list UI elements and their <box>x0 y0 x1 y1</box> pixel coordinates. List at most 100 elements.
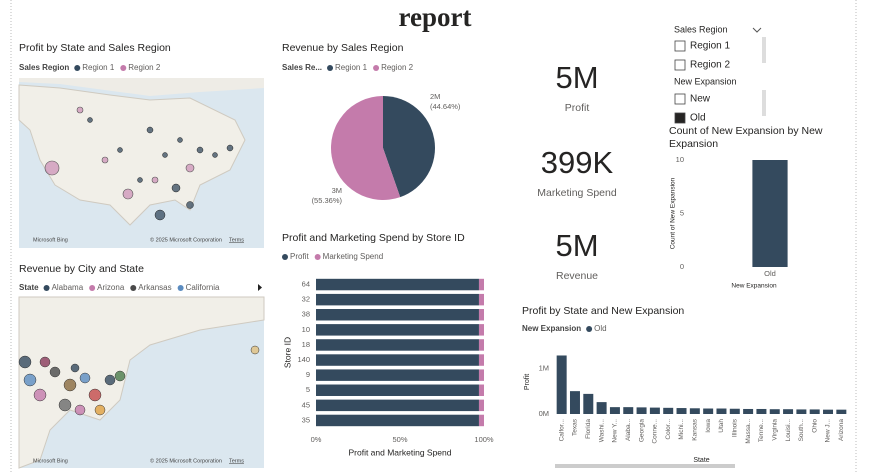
map-attribution: Microsoft Bing <box>33 237 68 243</box>
legend-label: Alabama <box>52 283 84 292</box>
map-terms: Terms <box>229 237 244 243</box>
legend-marker <box>43 285 50 291</box>
x-tick-label: Virginia <box>771 419 778 441</box>
scrollbar <box>555 464 735 468</box>
slicer-item[interactable]: New <box>690 94 711 105</box>
y-tick-label: 64 <box>302 280 310 289</box>
bar <box>716 408 727 414</box>
legend-label: Region 1 <box>82 63 115 72</box>
bar <box>609 407 620 414</box>
y-tick-label: 9 <box>306 370 310 379</box>
checkbox[interactable] <box>674 40 686 52</box>
bar <box>623 407 634 414</box>
card-label: Revenue <box>556 270 598 282</box>
legend-label: Region 1 <box>335 63 368 72</box>
bar-segment <box>478 354 484 366</box>
bar <box>823 409 834 414</box>
checkbox[interactable] <box>674 59 686 71</box>
bar-segment <box>316 414 479 427</box>
x-axis-label: New Expansion <box>731 283 777 290</box>
legend-marker <box>586 326 593 332</box>
legend-marker <box>327 65 334 71</box>
pie-value-label: (55.36%) <box>312 196 343 205</box>
y-tick-label: 45 <box>302 400 310 409</box>
bar <box>583 393 594 414</box>
legend-label: Old <box>594 324 606 333</box>
x-axis-label: State <box>693 457 709 464</box>
x-tick-label: Alaba... <box>625 419 632 441</box>
x-tick-label: Ohio <box>811 419 818 433</box>
x-tick-label: Tenne... <box>758 419 765 442</box>
y-tick-label: 5 <box>680 208 684 217</box>
slicer-item[interactable]: Region 1 <box>690 41 730 52</box>
map-terms: Terms <box>229 458 244 464</box>
bar <box>556 355 567 414</box>
legend-marker <box>74 65 81 71</box>
y-tick-label: 5 <box>306 385 310 394</box>
legend-marker <box>177 285 184 291</box>
bar-segment <box>478 293 484 306</box>
slicer-item[interactable]: Old <box>690 113 706 124</box>
map-land <box>18 84 246 226</box>
x-tick-label: Florida <box>585 419 592 439</box>
bar <box>676 408 687 414</box>
checkbox[interactable] <box>674 93 686 105</box>
legend-marker <box>314 254 321 260</box>
y-tick-label: 38 <box>302 310 310 319</box>
bar-segment <box>478 339 484 351</box>
scrollbar <box>762 37 766 63</box>
x-tick-label: Color... <box>665 419 672 440</box>
scroll-arrow <box>258 284 262 291</box>
x-tick-label: Kansas <box>692 418 699 440</box>
checkbox[interactable] <box>674 112 686 124</box>
x-tick-label: Old <box>764 269 776 278</box>
bar <box>596 402 607 414</box>
pie-amount-label: 2M <box>430 92 440 101</box>
card-label: Profit <box>565 102 590 114</box>
map-copyright: © 2025 Microsoft Corporation <box>150 236 222 243</box>
x-tick-label: Michi... <box>678 419 685 440</box>
y-tick-label: 1M <box>539 363 549 372</box>
x-axis-label: Profit and Marketing Spend <box>348 447 451 457</box>
bar-segment <box>478 384 484 396</box>
x-tick-label: Illinois <box>732 418 739 437</box>
card-value: 5M <box>555 228 598 263</box>
scrollbar <box>762 90 766 116</box>
map-copyright: © 2025 Microsoft Corporation <box>150 457 222 464</box>
bar <box>809 409 820 414</box>
bar <box>689 408 700 414</box>
bar-segment <box>316 278 479 291</box>
y-tick-label: 0 <box>680 262 684 271</box>
x-tick-label: 100% <box>474 435 494 444</box>
bar <box>836 409 847 414</box>
bar-segment <box>316 309 479 321</box>
x-tick-label: Conne... <box>652 419 659 444</box>
x-tick-label: Louisi... <box>785 419 792 442</box>
chart-title: Profit and Marketing Spend by Store ID <box>282 232 465 244</box>
bar <box>663 407 674 414</box>
y-tick-label: 140 <box>297 355 310 364</box>
x-tick-label: 50% <box>392 435 407 444</box>
bar-segment <box>478 278 484 291</box>
bar <box>636 407 647 414</box>
legend-marker <box>130 285 137 291</box>
x-tick-label: Iowa <box>705 419 712 433</box>
x-tick-label: Washi... <box>598 419 605 442</box>
card-label: Marketing Spend <box>537 187 617 199</box>
map-1 <box>18 78 264 248</box>
legend-title: Sales Region <box>19 63 69 72</box>
legend-label: Arizona <box>97 283 125 292</box>
slicer-item[interactable]: Region 2 <box>690 60 730 71</box>
x-tick-label: South... <box>798 419 805 442</box>
bar <box>783 409 794 414</box>
x-tick-label: 0% <box>311 435 322 444</box>
bar-segment <box>316 354 479 366</box>
y-axis-label: Profit <box>524 374 531 390</box>
bar-segment <box>316 399 479 412</box>
map-land <box>19 78 264 96</box>
y-tick-label: 32 <box>302 295 310 304</box>
slicer-title: Sales Region <box>674 24 728 34</box>
bar <box>729 408 740 414</box>
legend-title: New Expansion <box>522 324 581 333</box>
bar <box>649 407 660 414</box>
